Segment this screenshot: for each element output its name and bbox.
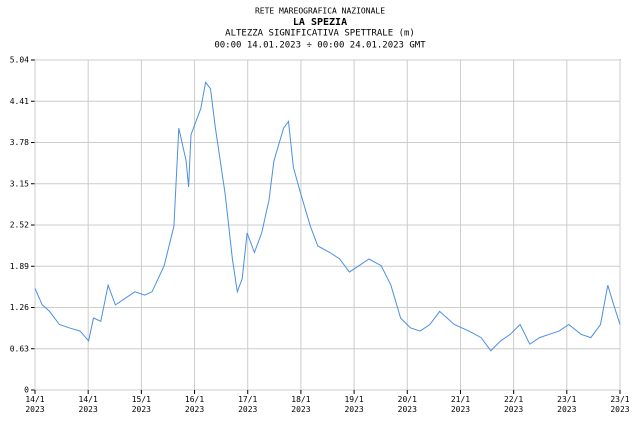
x-tick-label: 23/1 2023 <box>610 395 630 414</box>
y-label: ALTEZZA SIGNIFICATIVA SPETTRALE (m) <box>225 29 415 39</box>
x-tick-label: 14/1 2023 <box>25 395 45 414</box>
chart-title: RETE MAREOGRAFICA NAZIONALE <box>255 7 385 16</box>
y-tick-label: 1.26 <box>10 303 29 312</box>
x-tick-label: 20/1 2023 <box>397 395 417 414</box>
y-tick-label: 3.78 <box>10 138 29 147</box>
y-tick-label: 3.15 <box>10 179 29 188</box>
period: 00:00 14.01.2023 ÷ 00:00 24.01.2023 GMT <box>214 41 426 51</box>
data-line <box>34 81 621 352</box>
y-tick-label: 5.04 <box>10 56 29 65</box>
x-tick-label: 21/1 2023 <box>450 395 471 414</box>
chart-subtitle: LA SPEZIA <box>293 17 347 28</box>
x-tick-label: 23/1 2023 <box>557 395 577 414</box>
x-tick-label: 14/1 2023 <box>78 395 98 414</box>
y-tick-label: 2.52 <box>10 221 29 230</box>
x-tick-label: 16/1 2023 <box>184 395 205 414</box>
y-tick-label: 0 <box>24 386 29 395</box>
x-tick-label: 22/1 2023 <box>503 395 524 414</box>
x-tick-label: 18/1 2023 <box>291 395 311 414</box>
y-tick-label: 0.63 <box>10 344 29 353</box>
x-tick-label: 15/1 2023 <box>131 395 151 414</box>
x-tick-label: 17/1 2023 <box>238 395 258 414</box>
y-tick-label: 4.41 <box>10 97 29 106</box>
x-tick-label: 19/1 2023 <box>344 395 364 414</box>
y-tick-label: 1.89 <box>10 262 29 271</box>
